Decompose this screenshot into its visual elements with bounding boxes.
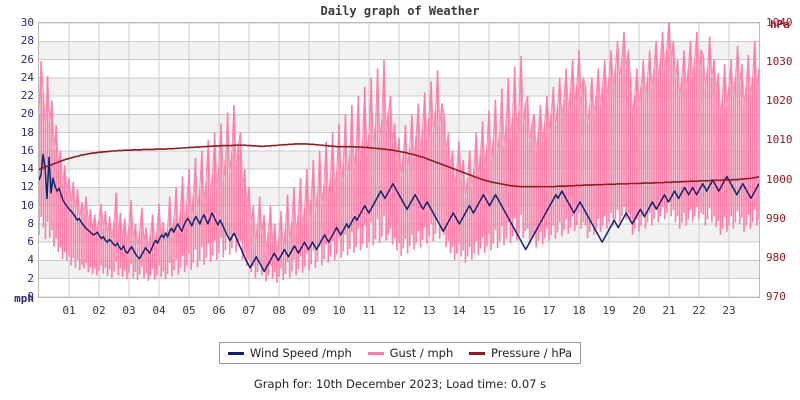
x-tick-02: 02 bbox=[92, 304, 106, 317]
x-tick-04: 04 bbox=[152, 304, 166, 317]
y-tick-left: 4 bbox=[27, 253, 34, 267]
right-axis-unit: hPa bbox=[770, 18, 790, 31]
y-tick-left: 6 bbox=[27, 235, 34, 249]
legend-item-wind[interactable]: Wind Speed /mph bbox=[227, 346, 352, 360]
x-tick-08: 08 bbox=[272, 304, 286, 317]
x-tick-06: 06 bbox=[212, 304, 226, 317]
x-tick-19: 19 bbox=[602, 304, 616, 317]
y-tick-right: 1000 bbox=[766, 172, 793, 186]
chart-legend: Wind Speed /mph Gust / mph Pressure / hP… bbox=[219, 342, 581, 364]
left-axis-unit: mph bbox=[14, 292, 34, 305]
x-tick-12: 12 bbox=[392, 304, 406, 317]
x-tick-21: 21 bbox=[662, 304, 676, 317]
plot-area bbox=[38, 22, 760, 298]
x-tick-23: 23 bbox=[722, 304, 736, 317]
x-tick-11: 11 bbox=[362, 304, 376, 317]
legend-swatch-gust bbox=[367, 351, 384, 355]
y-tick-left: 18 bbox=[20, 125, 34, 139]
x-tick-16: 16 bbox=[512, 304, 526, 317]
y-tick-right: 970 bbox=[766, 290, 786, 303]
legend-item-gust[interactable]: Gust / mph bbox=[367, 346, 454, 360]
y-tick-right: 1040 bbox=[766, 16, 793, 29]
legend-item-pressure[interactable]: Pressure / hPa bbox=[469, 346, 572, 360]
legend-label-wind: Wind Speed /mph bbox=[249, 346, 352, 360]
x-tick-18: 18 bbox=[572, 304, 586, 317]
y-tick-right: 1020 bbox=[766, 94, 793, 108]
y-tick-left: 10 bbox=[20, 198, 34, 212]
y-tick-left: 30 bbox=[20, 16, 34, 29]
y-tick-left: 2 bbox=[27, 271, 34, 285]
x-tick-20: 20 bbox=[632, 304, 646, 317]
y-tick-left: 0 bbox=[27, 290, 34, 303]
y-tick-right: 1010 bbox=[766, 133, 793, 147]
legend-swatch-pressure bbox=[469, 351, 486, 355]
x-tick-10: 10 bbox=[332, 304, 346, 317]
x-tick-13: 13 bbox=[422, 304, 436, 317]
y-tick-left: 16 bbox=[20, 143, 34, 157]
y-tick-left: 26 bbox=[20, 52, 34, 66]
y-tick-left: 22 bbox=[20, 89, 34, 103]
x-tick-14: 14 bbox=[452, 304, 466, 317]
y-tick-left: 24 bbox=[20, 70, 34, 84]
legend-label-gust: Gust / mph bbox=[389, 346, 454, 360]
y-tick-left: 14 bbox=[20, 162, 34, 176]
y-tick-right: 990 bbox=[766, 211, 786, 225]
y-tick-left: 28 bbox=[20, 34, 34, 48]
x-tick-03: 03 bbox=[122, 304, 136, 317]
x-tick-22: 22 bbox=[692, 304, 706, 317]
legend-swatch-wind bbox=[227, 351, 244, 355]
x-tick-15: 15 bbox=[482, 304, 496, 317]
legend-label-pressure: Pressure / hPa bbox=[491, 346, 573, 360]
x-tick-07: 07 bbox=[242, 304, 256, 317]
y-tick-left: 12 bbox=[20, 180, 34, 194]
y-tick-right: 980 bbox=[766, 250, 786, 264]
x-tick-05: 05 bbox=[182, 304, 196, 317]
x-tick-09: 09 bbox=[302, 304, 316, 317]
y-tick-right: 1030 bbox=[766, 55, 793, 69]
plot-svg bbox=[39, 23, 759, 297]
y-tick-left: 20 bbox=[20, 107, 34, 121]
x-tick-17: 17 bbox=[542, 304, 556, 317]
footer-note: Graph for: 10th December 2023; Load time… bbox=[253, 377, 547, 391]
x-tick-01: 01 bbox=[62, 304, 76, 317]
y-tick-left: 8 bbox=[27, 216, 34, 230]
chart-title: Daily graph of Weather bbox=[320, 4, 480, 18]
